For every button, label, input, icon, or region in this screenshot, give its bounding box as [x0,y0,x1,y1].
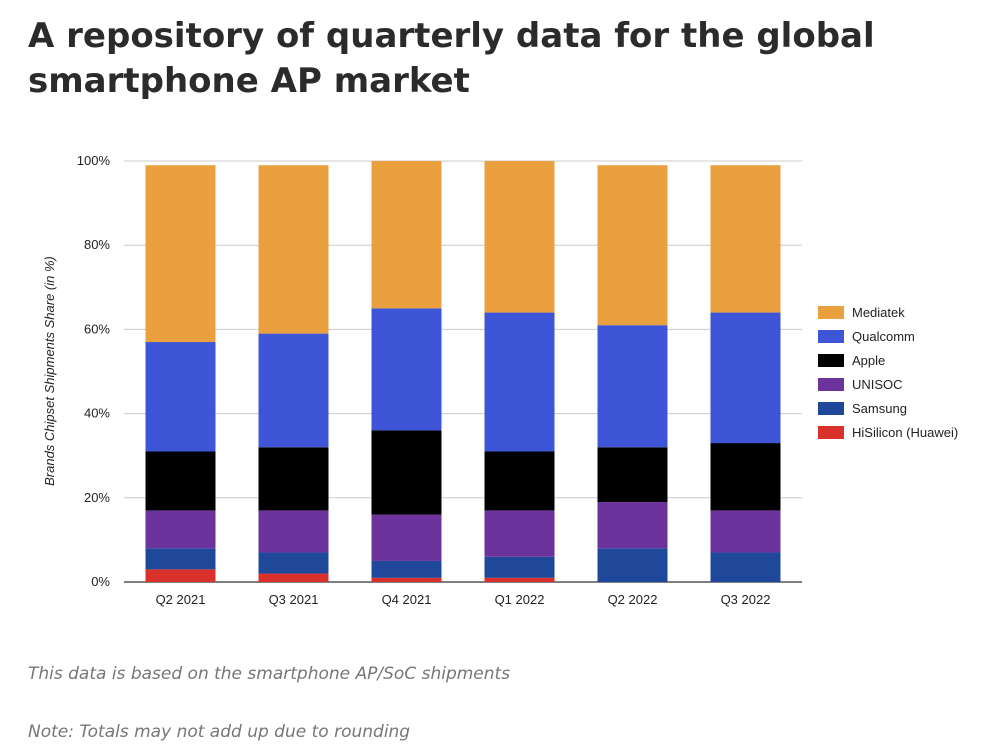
bar-segment-apple [597,447,668,503]
bar-segment-unisoc [371,514,442,561]
bar-segment-apple [484,451,555,511]
bar-segment-mediatek [145,165,216,343]
bar-segment-mediatek [258,165,329,334]
legend-swatch [818,330,844,343]
y-tick-label: 100% [77,153,111,168]
bar-segment-mediatek [710,165,781,313]
bar-segment-apple [710,443,781,511]
y-axis-label: Brands Chipset Shipments Share (in %) [42,256,57,486]
legend-label: Qualcomm [852,329,915,344]
legend-item-mediatek: Mediatek [818,305,905,320]
y-tick-label: 40% [84,406,110,421]
x-tick-label: Q2 2021 [156,592,206,607]
stacked-bar-chart: 0% 20% 40% 60% 80% 100% Q2 2021 Q3 2021 Q4 2021… [42,153,958,607]
x-tick-label: Q3 2021 [269,592,319,607]
legend-swatch [818,354,844,367]
legend-swatch [818,402,844,415]
legend-item-qualcomm: Qualcomm [818,329,915,344]
bar-segment-samsung [371,560,442,578]
bars [145,161,781,582]
bar-segment-samsung [710,552,781,582]
bar-segment-samsung [145,548,216,570]
bar-segment-hisilicon-huawei [484,577,555,582]
bar-segment-unisoc [597,502,668,549]
x-tick-label: Q3 2022 [721,592,771,607]
bar-segment-qualcomm [145,342,216,452]
bar-segment-apple [145,451,216,511]
bar-segment-samsung [484,556,555,578]
bar-segment-samsung [258,552,329,574]
x-tick-label: Q2 2022 [608,592,658,607]
bar-segment-unisoc [710,510,781,553]
bar-segment-qualcomm [258,333,329,448]
legend-item-hisilicon-huawei: HiSilicon (Huawei) [818,425,958,440]
bar-segment-hisilicon-huawei [145,569,216,582]
grid-lines [124,160,802,583]
x-tick-label: Q4 2021 [382,592,432,607]
y-tick-label: 80% [84,237,110,252]
legend-swatch [818,306,844,319]
bar-segment-unisoc [484,510,555,557]
legend-swatch [818,378,844,391]
footnote-rounding: Note: Totals may not add up due to round… [28,722,411,742]
bar-segment-mediatek [484,161,555,313]
bar-segment-unisoc [145,510,216,549]
legend-label: HiSilicon (Huawei) [852,425,958,440]
legend-label: Samsung [852,401,907,416]
bar-segment-qualcomm [371,308,442,431]
bar-segment-qualcomm [710,312,781,444]
bar-segment-mediatek [597,165,668,326]
y-tick-label: 20% [84,490,110,505]
legend-label: Apple [852,353,885,368]
legend-item-samsung: Samsung [818,401,907,416]
footnote-data-source: This data is based on the smartphone AP/… [28,664,511,684]
bar-segment-hisilicon-huawei [258,573,329,582]
bar-segment-qualcomm [484,312,555,452]
x-axis-ticks: Q2 2021 Q3 2021 Q4 2021 Q1 2022 Q2 2022 Q3 20… [156,592,771,607]
bar-segment-samsung [597,548,668,582]
legend-item-unisoc: UNISOC [818,377,903,392]
bar-segment-apple [258,447,329,511]
page-title: A repository of quarterly data for the g… [28,16,875,101]
legend-label: UNISOC [852,377,903,392]
legend: Mediatek Qualcomm Apple UNISOC Samsung HiSili… [818,305,958,440]
bar-segment-mediatek [371,161,442,309]
bar-segment-hisilicon-huawei [371,577,442,582]
y-tick-label: 60% [84,321,110,336]
bar-segment-apple [371,430,442,515]
legend-item-apple: Apple [818,353,885,368]
legend-swatch [818,426,844,439]
x-tick-label: Q1 2022 [495,592,545,607]
bar-segment-unisoc [258,510,329,553]
bar-segment-qualcomm [597,325,668,448]
y-tick-label: 0% [91,574,110,589]
legend-label: Mediatek [852,305,905,320]
y-axis-ticks: 0% 20% 40% 60% 80% 100% [77,153,111,589]
